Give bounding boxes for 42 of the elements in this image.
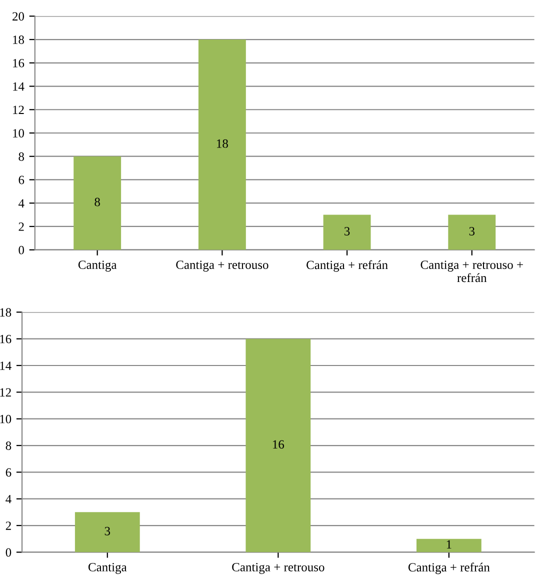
y-tick-label: 10 [0,414,12,424]
y-tick-label: 14 [0,362,12,370]
y-tick-label: 18 [0,308,12,317]
y-tick-label: 2 [18,222,24,231]
y-tick-label: 8 [18,152,24,161]
y-tick-label: 0 [18,246,24,254]
y-tick-label: 20 [12,12,24,21]
y-tick-label: 0 [6,548,12,557]
bar [323,214,371,250]
y-tick-label: 10 [13,129,24,138]
bar [74,156,122,250]
data-label: 16 [273,440,284,449]
bar [246,338,311,552]
data-label: 3 [469,227,475,236]
y-tick-label: 12 [0,388,11,397]
bar [448,214,496,250]
bar [74,512,140,552]
x-tick-label: Cantiga + refrán [306,260,388,272]
data-label: 3 [104,526,110,536]
y-tick-label: 8 [6,442,12,450]
x-tick-label: Cantiga + retrouso + refrán [420,260,523,282]
y-tick-label: 6 [18,176,24,184]
bar [198,40,246,250]
y-tick-label: 14 [13,82,24,91]
data-label: 3 [344,227,350,236]
x-tick-label: Cantiga + retrouso [176,260,268,272]
x-tick-label: Cantiga + refrán [408,562,490,574]
data-label: 18 [217,139,228,148]
bar [416,538,482,552]
y-tick-label: 6 [6,468,12,477]
data-label: 8 [94,198,100,206]
y-tick-label: 16 [13,58,24,68]
x-tick-label: Cantiga [88,562,127,574]
y-tick-label: 18 [13,36,24,44]
y-tick-label: 4 [18,199,24,208]
y-tick-label: 4 [6,494,12,504]
x-tick-label: Cantiga + retrouso [232,562,324,574]
y-tick-label: 16 [0,334,12,344]
y-tick-label: 12 [13,106,24,114]
y-tick-label: 2 [6,522,11,530]
data-label: 1 [446,540,452,549]
x-tick-label: Cantiga [78,260,117,272]
